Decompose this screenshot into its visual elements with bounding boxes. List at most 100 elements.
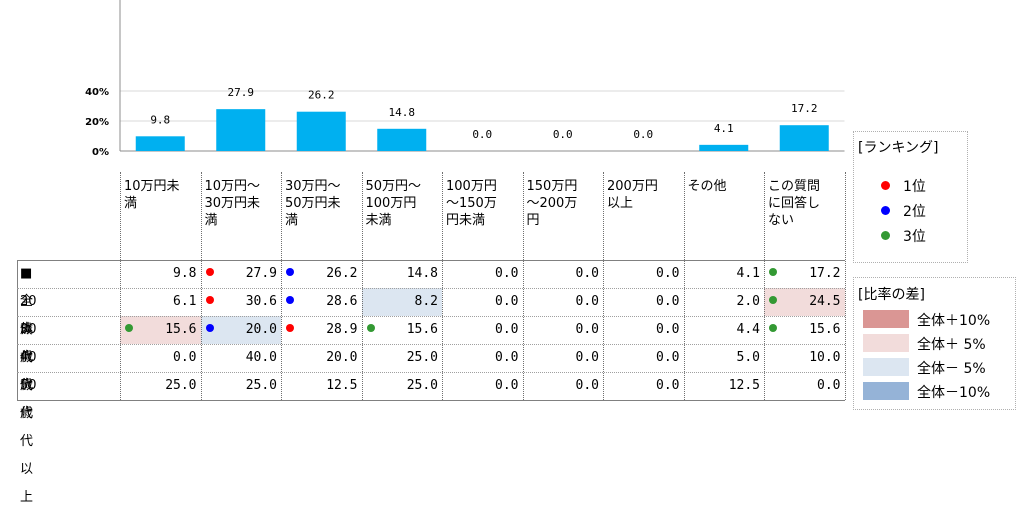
table-cell: 0.0	[495, 350, 519, 365]
table-cell: 28.9	[326, 322, 358, 337]
rank-dot-2	[286, 268, 294, 276]
table-cell: 8.2	[361, 288, 442, 316]
rank-legend-dot	[881, 206, 890, 215]
table-vline	[603, 172, 604, 400]
table-cell: 40.0	[245, 350, 277, 365]
table-cell: 0.0	[817, 378, 841, 393]
table-vline	[17, 260, 18, 400]
table-vline	[442, 172, 443, 400]
table-hline	[17, 316, 845, 317]
table-vline	[683, 172, 685, 400]
table-hline	[17, 400, 845, 401]
table-cell: 26.2	[326, 266, 358, 281]
column-header: 50万円～ 100万円 未満	[365, 179, 422, 228]
table-vline	[200, 172, 202, 400]
bar-value-label: 27.9	[228, 86, 255, 99]
rank-dot-3	[366, 324, 375, 332]
rank-dot-3	[769, 296, 777, 304]
table-cell: 0.0	[173, 350, 197, 365]
table-cell: 25.0	[165, 378, 197, 393]
table-cell: 24.5	[764, 288, 845, 316]
rank-dot-2	[286, 296, 294, 304]
row-label: 50歳代以上	[20, 378, 37, 505]
rank-dot-1	[205, 296, 214, 304]
rank-dot-2	[205, 324, 214, 332]
column-header: 200万円 以上	[607, 179, 658, 211]
bar-value-label: 17.2	[791, 102, 818, 115]
rank-legend-label: 3位	[903, 229, 926, 245]
row-label: 20歳代	[20, 294, 37, 365]
bar-chart: 0% 20% 40% 9.8 27.9 26.2 14.8 0.0 0.0 0.0 4.1 17.2	[85, 0, 845, 158]
bar	[699, 144, 749, 151]
table-cell: 12.5	[728, 378, 760, 393]
diff-legend-label: 全体－ 5%	[917, 361, 986, 377]
rank-dot-1	[205, 268, 214, 276]
table-cell: 28.6	[326, 294, 358, 309]
bar-value-label: 14.8	[389, 106, 416, 119]
rank-dot-3	[125, 324, 133, 332]
table-cell: 0.0	[495, 266, 519, 281]
bar	[377, 128, 427, 151]
table-hline	[17, 344, 845, 345]
column-header: その他	[687, 179, 727, 194]
column-header: 150万円 ～200万 円	[526, 179, 578, 228]
table-cell: 12.5	[326, 378, 358, 393]
diff-legend-swatch	[863, 310, 909, 328]
column-header: 10万円未 満	[124, 179, 180, 211]
table-cell: 2.0	[736, 294, 760, 309]
rank-dot-3	[769, 324, 777, 332]
rank-legend-label: 1位	[903, 179, 926, 195]
rank-legend-label: 2位	[903, 204, 926, 220]
table-vline	[120, 172, 121, 400]
bar-value-label: 0.0	[553, 128, 573, 141]
y-tick-label: 20%	[85, 117, 109, 128]
table-cell: 15.6	[809, 322, 841, 337]
table-cell: 0.0	[656, 294, 680, 309]
bar-value-label: 4.1	[714, 122, 734, 135]
ranking-legend: [ランキング] 1位 2位 3位	[853, 131, 968, 263]
bar	[135, 136, 185, 151]
table-vline	[281, 172, 282, 400]
table-cell: 30.6	[245, 294, 277, 309]
table-vline	[764, 172, 765, 400]
table-cell: 4.4	[736, 322, 760, 337]
table-cell: 9.8	[173, 266, 197, 281]
y-tick-label: 0%	[92, 147, 109, 158]
bar-value-label: 9.8	[150, 113, 170, 126]
column-header: 100万円 ～150万 円未満	[446, 179, 497, 228]
table-vline	[361, 172, 363, 400]
diff-legend-label: 全体－10%	[917, 385, 991, 401]
table-cell: 4.1	[736, 266, 760, 281]
row-label: 30歳代	[20, 322, 37, 393]
bar-value-label: 26.2	[308, 89, 335, 102]
table-cell: 6.1	[173, 294, 197, 309]
row-label: 40歳代	[20, 350, 37, 421]
table-cell: 25.0	[406, 350, 438, 365]
ranking-legend-title: [ランキング]	[858, 140, 939, 156]
diff-legend-swatch	[863, 382, 909, 400]
bar-value-label: 0.0	[472, 128, 492, 141]
table-cell: 20.0	[326, 350, 358, 365]
rank-legend-dot	[881, 181, 890, 190]
table-cell: 0.0	[656, 322, 680, 337]
diff-legend-swatch	[863, 334, 909, 352]
table-cell: 0.0	[575, 378, 599, 393]
table-cell: 0.0	[575, 266, 599, 281]
table-cell: 0.0	[495, 294, 519, 309]
table-cell: 0.0	[575, 294, 599, 309]
bar	[216, 109, 266, 151]
table-cell: 17.2	[809, 266, 841, 281]
table-cell: 15.6	[120, 316, 201, 344]
y-tick-label: 40%	[85, 87, 109, 98]
column-header: 30万円～ 50万円未 満	[285, 179, 341, 228]
table-hline	[17, 260, 845, 261]
row-label: ■全体	[20, 266, 34, 337]
column-header: この質問 に回答し ない	[768, 179, 821, 228]
diff-legend-label: 全体＋10%	[917, 313, 991, 329]
table-cell: 0.0	[495, 322, 519, 337]
diff-legend-swatch	[863, 358, 909, 376]
table-hline	[17, 288, 845, 289]
table-cell: 0.0	[575, 350, 599, 365]
table-cell: 20.0	[200, 316, 281, 344]
bar	[779, 125, 829, 151]
